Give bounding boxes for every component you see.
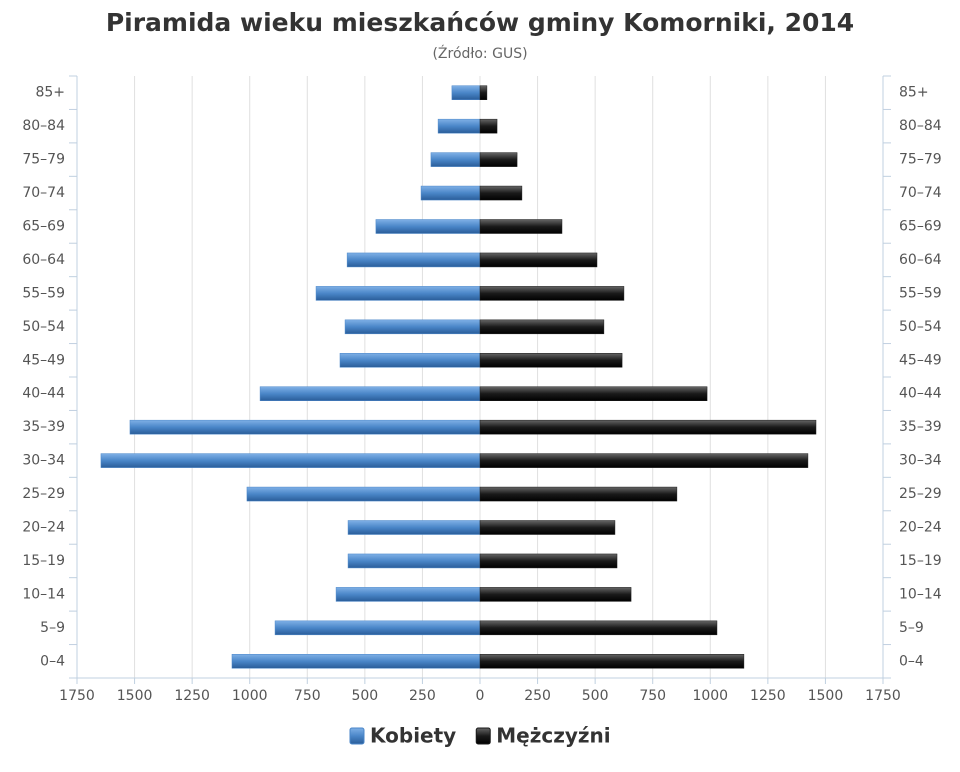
y-tick-label: 10–14 <box>899 586 942 602</box>
bar <box>479 587 632 602</box>
y-tick-label: 50–54 <box>899 319 942 335</box>
y-tick-label: 10–14 <box>22 586 65 602</box>
x-tick-label: 250 <box>524 688 551 704</box>
legend-label: Kobiety <box>370 724 456 748</box>
y-tick-label: 45–49 <box>899 352 942 368</box>
bar <box>347 553 481 569</box>
bar <box>451 85 481 100</box>
chart-title: Piramida wieku mieszkańców gminy Komorni… <box>106 8 854 37</box>
x-tick-label: 1500 <box>117 688 153 704</box>
bar <box>274 620 481 636</box>
y-tick-label: 45–49 <box>22 352 65 368</box>
y-tick-label: 0–4 <box>899 653 924 669</box>
bar <box>430 152 481 167</box>
bar <box>100 453 481 468</box>
y-tick-label: 25–29 <box>22 486 65 502</box>
bar <box>259 386 481 401</box>
y-tick-label: 40–44 <box>899 386 942 402</box>
y-tick-label: 80–84 <box>22 118 65 134</box>
bar <box>479 654 745 669</box>
y-tick-label: 20–24 <box>899 520 942 536</box>
y-tick-label: 50–54 <box>22 319 65 335</box>
y-tick-label: 35–39 <box>22 419 65 435</box>
y-tick-label: 75–79 <box>22 152 65 168</box>
bar <box>335 587 481 602</box>
bar <box>479 486 678 502</box>
x-tick-label: 1250 <box>174 688 210 704</box>
bar <box>246 486 481 502</box>
chart-subtitle: (Źródło: GUS) <box>432 44 527 62</box>
y-tick-label: 40–44 <box>22 386 65 402</box>
bar <box>375 219 481 234</box>
bar <box>346 252 481 268</box>
x-tick-label: 750 <box>639 688 666 704</box>
y-tick-label: 30–34 <box>22 453 65 469</box>
y-tick-label: 15–19 <box>22 553 65 569</box>
bar <box>479 185 523 201</box>
bar <box>479 252 598 268</box>
y-tick-label: 85+ <box>899 85 929 101</box>
x-tick-label: 1750 <box>865 688 901 704</box>
bar <box>420 185 481 201</box>
bar <box>479 419 817 435</box>
bar <box>479 319 605 335</box>
y-tick-label: 20–24 <box>22 520 65 536</box>
x-tick-label: 500 <box>582 688 609 704</box>
legend-label: Mężczyźni <box>496 724 610 748</box>
y-tick-label: 5–9 <box>40 620 65 636</box>
bar <box>437 118 481 134</box>
y-tick-label: 70–74 <box>899 185 942 201</box>
bar <box>479 620 718 636</box>
y-tick-label: 0–4 <box>40 653 65 669</box>
bar <box>231 654 481 669</box>
bar <box>315 286 481 301</box>
bar <box>347 520 481 535</box>
y-tick-label: 60–64 <box>22 252 65 268</box>
y-tick-label: 65–69 <box>899 219 942 235</box>
x-tick-label: 0 <box>476 688 485 704</box>
bar <box>339 353 481 368</box>
bar <box>479 152 518 167</box>
legend-swatch <box>349 727 365 745</box>
x-tick-label: 1750 <box>59 688 95 704</box>
y-tick-label: 55–59 <box>899 285 942 301</box>
y-tick-label: 60–64 <box>899 252 942 268</box>
y-tick-label: 85+ <box>35 85 65 101</box>
y-tick-label: 65–69 <box>22 219 65 235</box>
y-tick-label: 35–39 <box>899 419 942 435</box>
bar <box>479 286 625 301</box>
y-tick-label: 75–79 <box>899 152 942 168</box>
x-tick-label: 1000 <box>692 688 728 704</box>
y-tick-label: 15–19 <box>899 553 942 569</box>
y-tick-label: 5–9 <box>899 620 924 636</box>
bar <box>479 353 623 368</box>
bar <box>479 118 498 134</box>
bar <box>479 386 708 401</box>
y-tick-label: 70–74 <box>22 185 65 201</box>
y-tick-label: 25–29 <box>899 486 942 502</box>
bar <box>479 453 809 468</box>
x-tick-label: 1000 <box>232 688 268 704</box>
bar <box>479 85 488 100</box>
bar <box>479 520 616 535</box>
bar <box>479 553 618 569</box>
bar <box>129 419 481 435</box>
x-tick-label: 500 <box>351 688 378 704</box>
x-tick-label: 1500 <box>808 688 844 704</box>
x-tick-label: 250 <box>409 688 436 704</box>
y-tick-label: 55–59 <box>22 285 65 301</box>
bar <box>344 319 481 335</box>
bar <box>479 219 563 234</box>
legend-swatch <box>475 727 491 745</box>
y-tick-label: 30–34 <box>899 453 942 469</box>
x-tick-label: 750 <box>294 688 321 704</box>
y-tick-label: 80–84 <box>899 118 942 134</box>
x-tick-label: 1250 <box>750 688 786 704</box>
